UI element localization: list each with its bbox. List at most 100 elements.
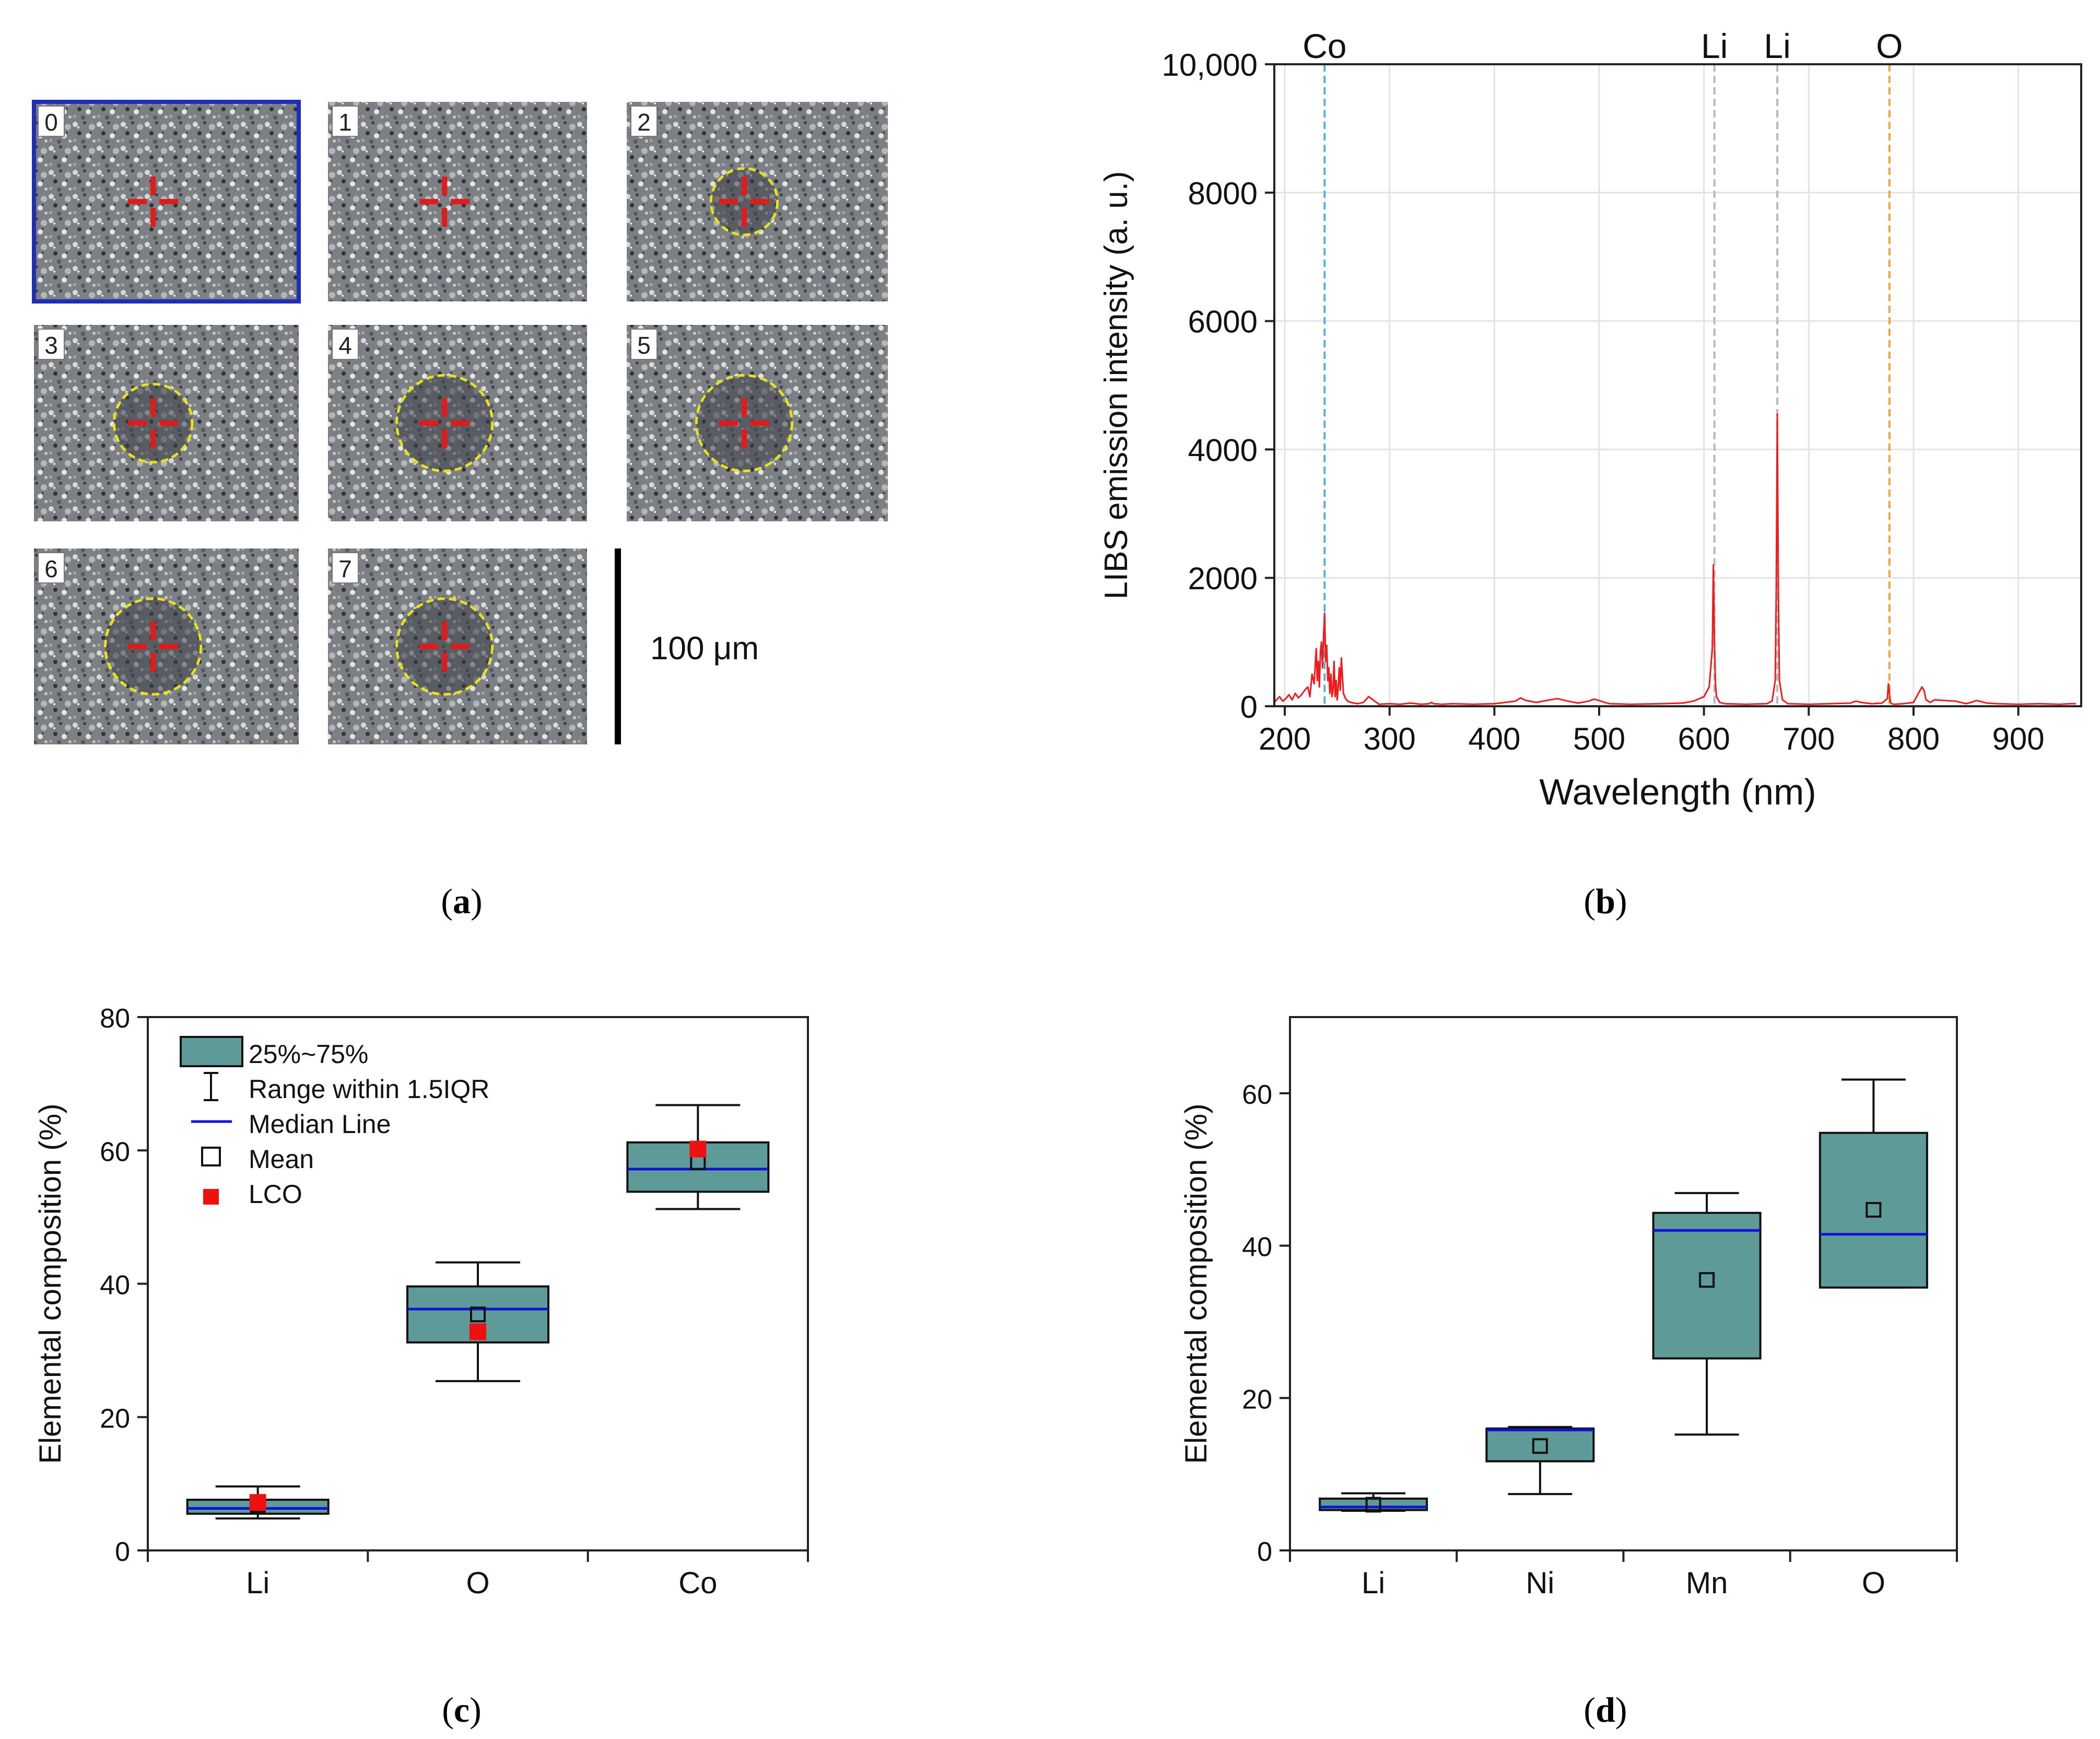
y-tick-label: 2000 [1188, 561, 1258, 596]
micrograph-frame-7: 7 [328, 548, 587, 744]
x-tick-label: 600 [1678, 721, 1730, 756]
frame-number: 7 [338, 555, 352, 582]
micrograph-frame-5: 5 [627, 325, 888, 521]
micrograph-frame-1: 1 [328, 102, 587, 301]
ablation-crater [709, 167, 779, 237]
interquartile-box [1485, 1427, 1595, 1463]
frame-number: 1 [338, 109, 352, 136]
frame-number-box [332, 329, 359, 360]
y-tick-label: 0 [115, 1537, 130, 1567]
panel-a-micrographs: 0 1 2 3 4 5 6 7 [32, 100, 888, 744]
element-label: Li [1701, 27, 1728, 65]
frame-number-box [630, 106, 658, 137]
panel-b-spectrum-chart: Co Li Li O 0 2000 4000 6000 8000 10,000 200 300 400 5… [1098, 27, 2082, 812]
x-axis-label: Wavelength (nm) [1539, 772, 1816, 812]
category-label: O [466, 1566, 489, 1600]
frame-number: 4 [338, 332, 352, 359]
y-tick-label: 6000 [1188, 305, 1258, 340]
lco-marker [249, 1494, 266, 1511]
x-tick-label: 300 [1364, 721, 1416, 756]
lco-marker [689, 1140, 707, 1158]
box-li [1319, 1492, 1428, 1513]
micrograph-frame-6: 6 [34, 548, 299, 744]
panel-d-letter: d [1595, 1690, 1615, 1730]
panel-d-caption: (d) [1583, 1690, 1627, 1730]
y-axis-label: LIBS emission intensity (a. u.) [1098, 171, 1134, 599]
mean-marker [1866, 1202, 1882, 1218]
legend-swatch-mean [201, 1147, 221, 1166]
frame-number-box [38, 329, 65, 360]
y-tick-label: 20 [100, 1404, 130, 1434]
frame-number-box [630, 329, 658, 360]
box-li [186, 1485, 330, 1520]
legend-label: Median Line [249, 1110, 391, 1139]
frame-number: 2 [637, 109, 651, 136]
y-tick-label: 40 [100, 1270, 130, 1301]
box-mn [1652, 1192, 1762, 1436]
panel-a-scale-label: 100 μm [650, 631, 759, 667]
frame-number: 0 [44, 109, 58, 136]
frame-number: 3 [44, 332, 58, 359]
micrograph-frame-4: 4 [328, 325, 587, 521]
y-tick-label: 80 [100, 1003, 130, 1034]
category-label: Mn [1686, 1566, 1728, 1600]
ablation-crater [395, 597, 494, 696]
legend-label: 25%~75% [249, 1040, 368, 1069]
spectrum-series-line [1273, 413, 2076, 705]
x-tick-label: 800 [1887, 721, 1940, 756]
y-tick-label: 0 [1240, 690, 1258, 725]
panel-b-caption: (b) [1583, 881, 1627, 921]
x-tick-label: 700 [1782, 721, 1835, 756]
category-label: Li [1362, 1566, 1385, 1600]
micrograph-frame-2: 2 [627, 102, 888, 301]
legend-label: Mean [249, 1145, 314, 1174]
plot-frame [1273, 63, 2082, 707]
mean-marker [470, 1306, 486, 1323]
micrograph-frame-3: 3 [34, 325, 299, 521]
frame-number-box [332, 106, 359, 137]
y-tick-label: 4000 [1188, 433, 1258, 468]
x-tick-label: 500 [1573, 721, 1625, 756]
ablation-crater [104, 597, 203, 696]
box-o [406, 1261, 549, 1382]
legend-label: Range within 1.5IQR [249, 1075, 489, 1104]
frame-number-box [38, 552, 65, 583]
mean-marker [1532, 1438, 1548, 1454]
box-o [1819, 1078, 1928, 1289]
y-axis-label: Elemental composition (%) [1179, 1104, 1213, 1464]
x-tick-label: 400 [1468, 721, 1520, 756]
selected-frame-border [32, 100, 301, 304]
legend-label: LCO [249, 1180, 302, 1209]
micrograph-frame-0: 0 [32, 100, 301, 304]
lco-marker [470, 1323, 486, 1340]
frame-number-box [38, 106, 65, 137]
frame-number: 5 [637, 332, 651, 359]
y-axis-label: Elemental composition (%) [33, 1104, 67, 1464]
y-tick-label: 60 [1242, 1080, 1272, 1110]
y-tick-label: 8000 [1188, 176, 1258, 211]
panel-c-letter: c [454, 1690, 470, 1730]
ablation-crater [112, 382, 194, 464]
ablation-crater [695, 374, 794, 473]
category-label: Ni [1526, 1566, 1554, 1600]
category-label: Co [678, 1566, 717, 1600]
element-label: O [1876, 27, 1903, 65]
element-label: Co [1303, 27, 1346, 65]
ablation-crater [395, 374, 494, 473]
y-tick-label: 20 [1242, 1384, 1272, 1415]
panel-a-caption: (a) [441, 881, 482, 921]
category-label: Li [246, 1566, 269, 1600]
interquartile-box [1652, 1211, 1762, 1360]
interquartile-box [1819, 1131, 1928, 1289]
y-tick-label: 0 [1257, 1537, 1272, 1567]
interquartile-box [1319, 1497, 1428, 1511]
category-label: O [1862, 1566, 1885, 1600]
box-ni [1485, 1426, 1595, 1496]
legend-swatch-lco [203, 1189, 219, 1205]
legend: 25%~75% Range within 1.5IQR Median Line Mea… [180, 1036, 489, 1209]
x-tick-label: 200 [1259, 721, 1311, 756]
legend-swatch-box [180, 1036, 243, 1067]
panel-c-box-chart: 0 20 40 60 80 Li O Co Elemental composition (%) 2… [33, 1003, 809, 1600]
mean-marker [1699, 1272, 1715, 1288]
